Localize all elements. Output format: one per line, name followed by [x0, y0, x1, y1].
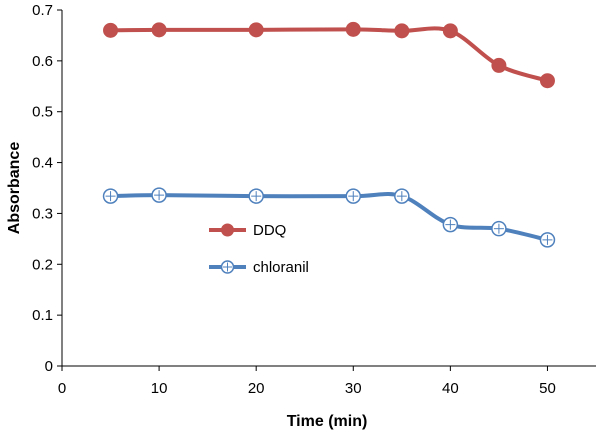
legend: DDQ chloranil — [209, 222, 309, 276]
series-lines — [110, 26, 549, 242]
data-point-ddq — [394, 23, 410, 39]
legend-ddq-label: DDQ — [253, 222, 286, 239]
x-ticks: 0 10 20 30 40 50 — [58, 366, 556, 397]
y-tick-label: 0.1 — [32, 307, 53, 324]
y-axis-title: Absorbance — [6, 142, 23, 235]
x-tick-label: 50 — [539, 380, 556, 397]
data-point-chloranil — [394, 188, 410, 204]
data-point-chloranil — [151, 187, 167, 203]
x-tick-label: 30 — [345, 380, 362, 397]
axes — [61, 10, 596, 367]
data-point-chloranil — [539, 232, 556, 248]
x-tick-label: 20 — [248, 380, 265, 397]
data-point-chloranil — [442, 216, 459, 233]
data-point-ddq — [103, 22, 119, 38]
data-point-ddq — [345, 21, 361, 37]
series-line-chloranil — [110, 192, 548, 242]
y-tick-label: 0.7 — [32, 2, 53, 19]
data-point-chloranil — [345, 188, 362, 204]
y-tick-label: 0.3 — [32, 205, 53, 222]
data-point-ddq — [442, 23, 458, 39]
data-point-chloranil — [102, 188, 119, 204]
y-tick-label: 0.4 — [32, 155, 53, 172]
legend-chloranil-label: chloranil — [253, 259, 309, 276]
y-ticks: 0 0.1 0.2 0.3 0.4 0.5 0.6 0.7 — [32, 2, 62, 375]
data-point-chloranil — [491, 220, 507, 237]
legend-item-chloranil: chloranil — [209, 259, 309, 276]
legend-item-ddq: DDQ — [209, 222, 286, 239]
legend-chloranil-marker — [220, 260, 235, 274]
y-tick-label: 0 — [45, 358, 53, 375]
y-tick-label: 0.5 — [32, 104, 53, 121]
x-axis-title: Time (min) — [287, 413, 368, 430]
data-point-chloranil — [248, 188, 264, 204]
y-tick-label: 0.6 — [32, 53, 53, 70]
x-tick-label: 0 — [58, 380, 66, 397]
data-point-ddq — [248, 22, 264, 38]
series-points — [102, 21, 556, 248]
legend-ddq-marker — [221, 223, 234, 237]
y-tick-label: 0.2 — [32, 256, 53, 273]
x-tick-label: 40 — [442, 380, 459, 397]
data-point-ddq — [151, 22, 167, 38]
series-line-ddq — [110, 26, 549, 83]
x-tick-label: 10 — [151, 380, 168, 397]
data-point-ddq — [491, 57, 507, 73]
data-point-ddq — [539, 73, 555, 89]
